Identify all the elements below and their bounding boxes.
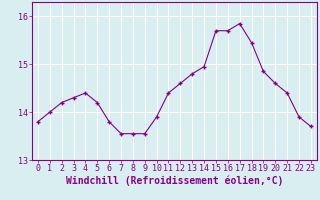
- X-axis label: Windchill (Refroidissement éolien,°C): Windchill (Refroidissement éolien,°C): [66, 176, 283, 186]
